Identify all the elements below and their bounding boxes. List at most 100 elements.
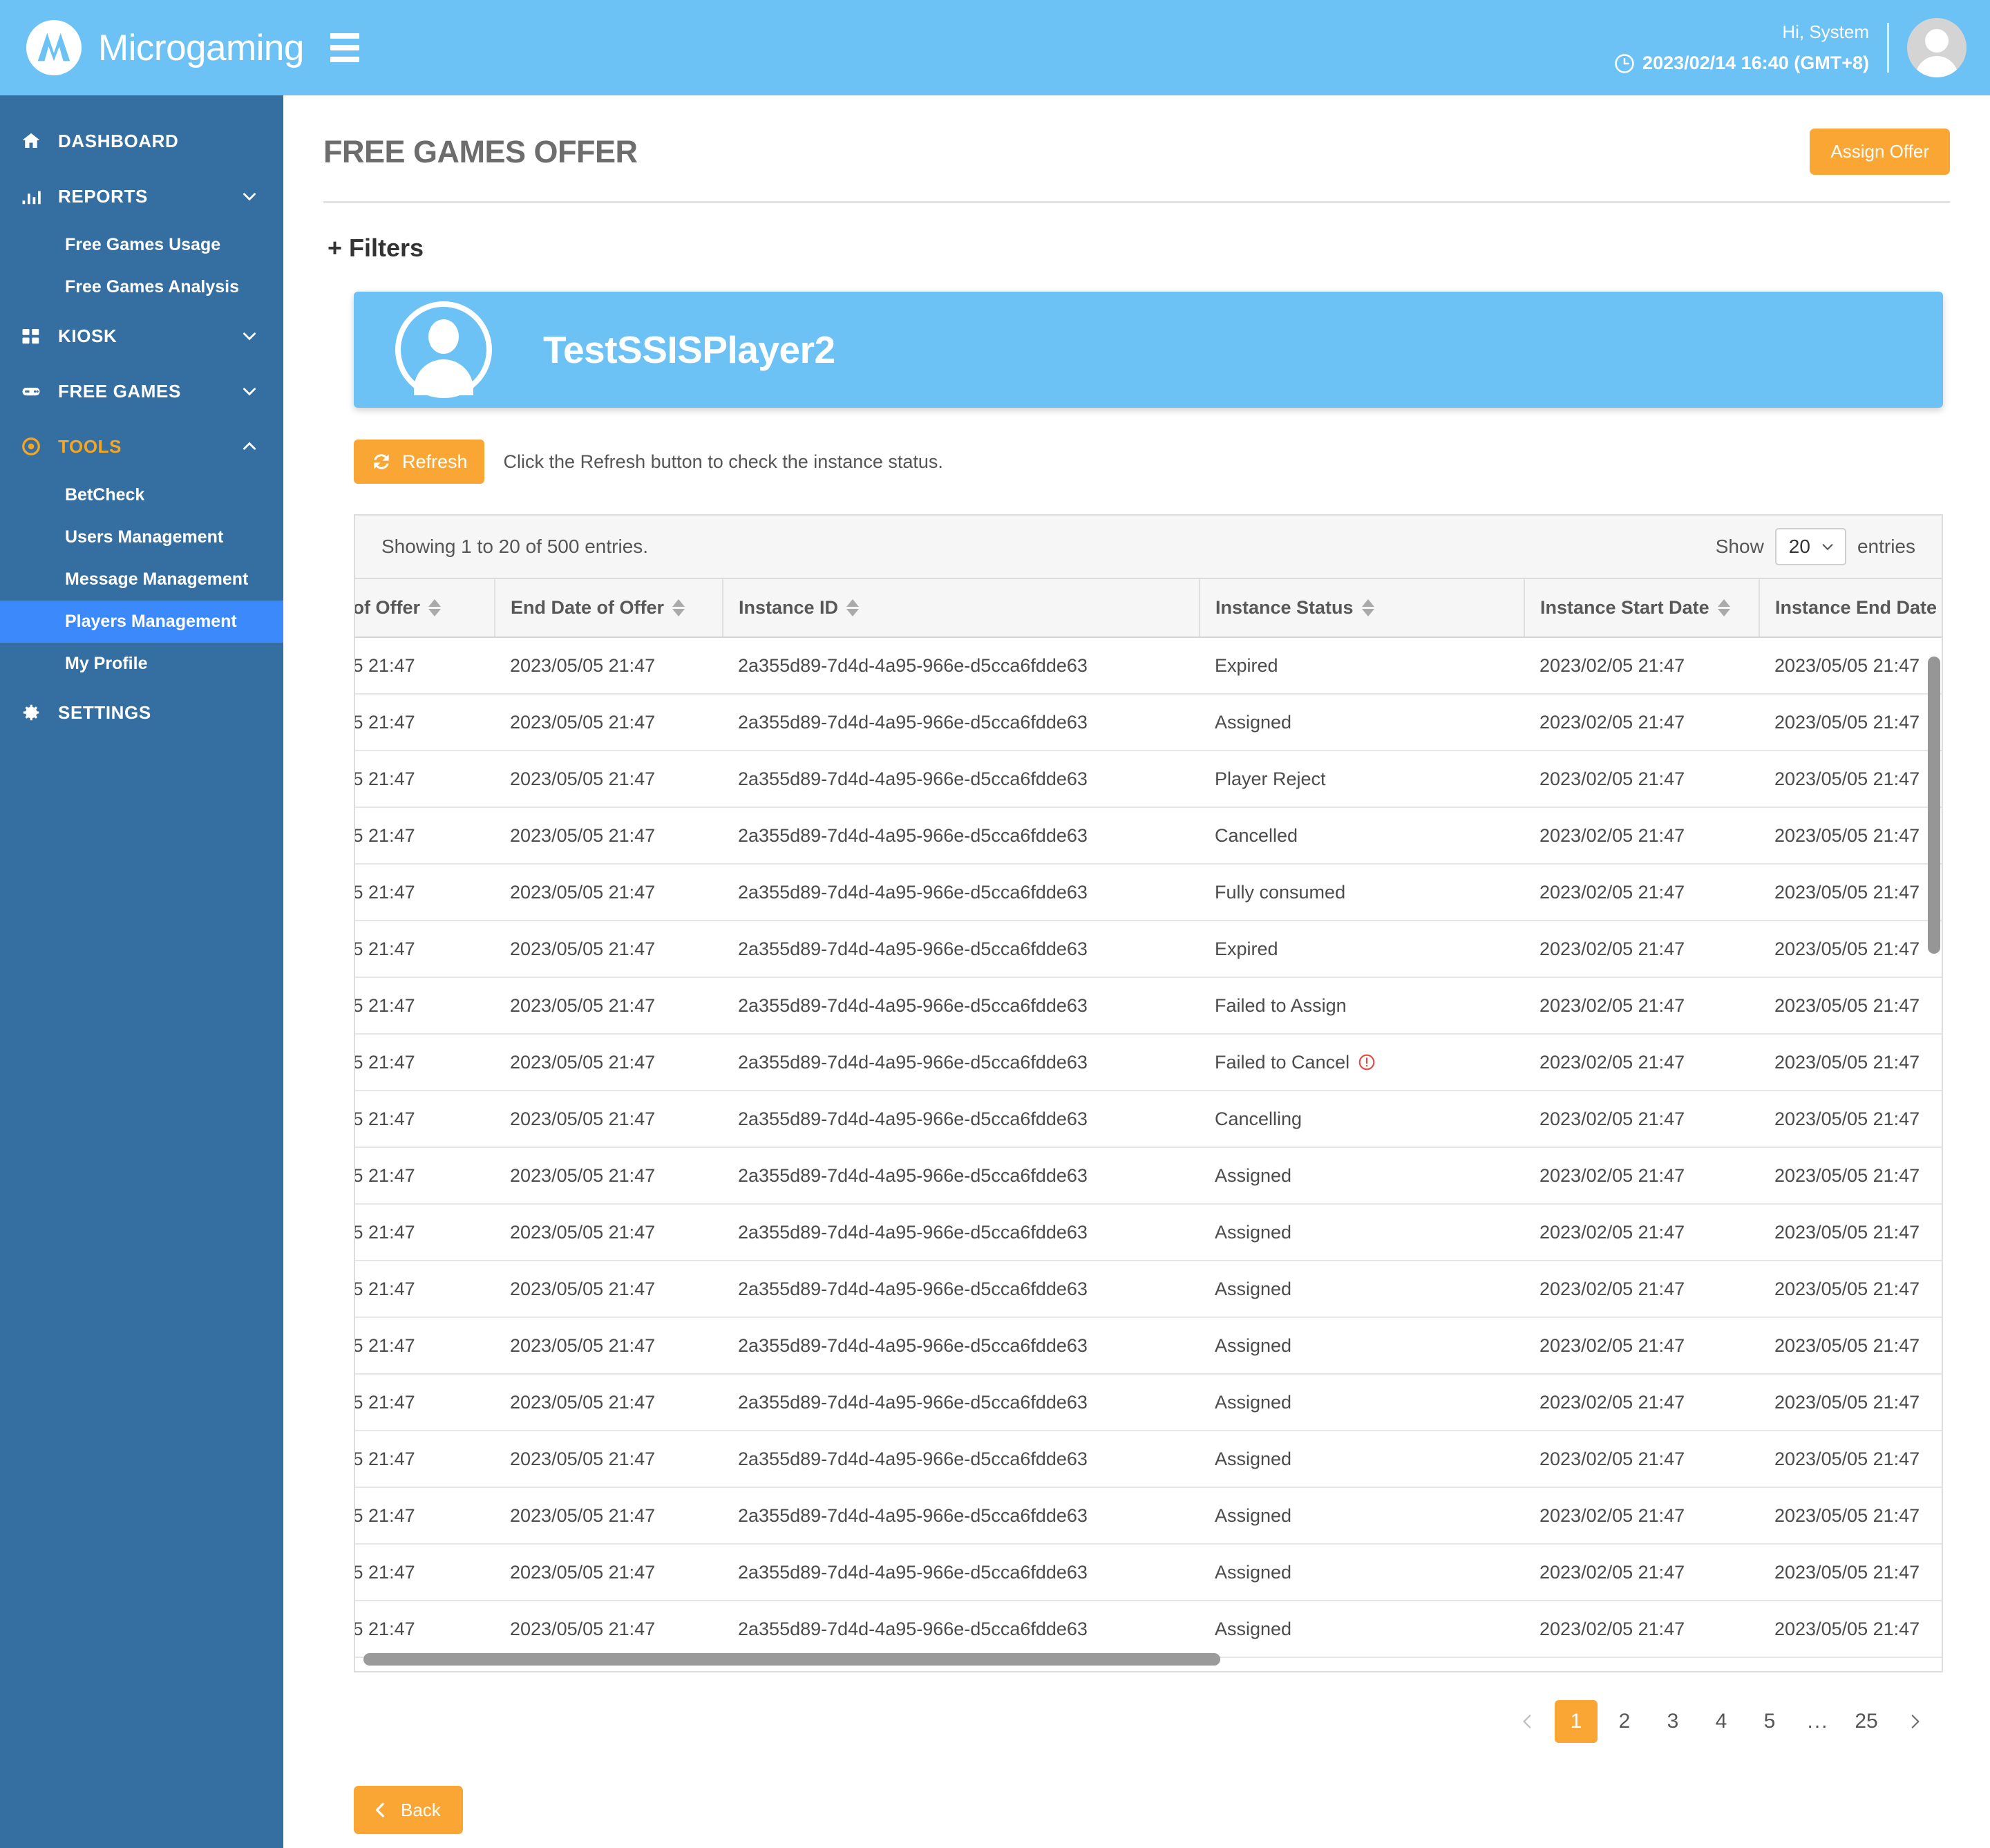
page-size-select[interactable]: 20 [1774, 528, 1846, 565]
chevron-up-icon[interactable] [240, 437, 258, 455]
cell-start-date-of-offer: /05 21:47 [355, 637, 495, 695]
hamburger-icon[interactable] [330, 33, 359, 62]
scrollbar-thumb[interactable] [1928, 657, 1940, 954]
sidebar-item-tools[interactable]: TOOLS [0, 419, 283, 474]
status-text: Assigned [1215, 711, 1292, 733]
cell-instance-start-date: 2023/02/05 21:47 [1524, 1601, 1759, 1658]
column-header-instance-status[interactable]: Instance Status [1200, 579, 1525, 638]
back-label: Back [401, 1799, 441, 1820]
cell-instance-status: Player Reject [1200, 751, 1524, 808]
gear-icon [21, 702, 58, 723]
table-vertical-scrollbar[interactable] [1928, 644, 1940, 1671]
table-scroll-area[interactable]: e of Offer End Date of Offer Instance ID… [355, 579, 1942, 1671]
avatar[interactable] [1907, 18, 1967, 77]
warning-icon[interactable] [1358, 1053, 1376, 1071]
home-icon [21, 131, 58, 151]
brand[interactable]: Microgaming [0, 20, 304, 75]
column-header-end-date-of-offer[interactable]: End Date of Offer [495, 579, 723, 638]
sort-icon[interactable] [672, 599, 685, 616]
offers-table-panel: Showing 1 to 20 of 500 entries. Show 20 … [354, 514, 1943, 1672]
sidebar-item-message-management[interactable]: Message Management [0, 558, 283, 601]
col-label: Instance ID [739, 597, 839, 618]
cell-instance-end-date: 2023/05/05 21:47 [1759, 1204, 1942, 1261]
sort-icon[interactable] [1717, 599, 1730, 616]
cell-instance-end-date: 2023/05/05 21:47 [1759, 1431, 1942, 1488]
sidebar-item-free-games-usage[interactable]: Free Games Usage [0, 224, 283, 266]
cell-instance-start-date: 2023/02/05 21:47 [1524, 637, 1759, 695]
cell-instance-start-date: 2023/02/05 21:47 [1524, 694, 1759, 751]
cell-instance-end-date: 2023/05/05 21:47 [1759, 1147, 1942, 1205]
player-name: TestSSISPlayer2 [543, 328, 835, 371]
sort-icon[interactable] [1361, 599, 1374, 616]
sidebar-item-reports[interactable]: REPORTS [0, 169, 283, 224]
assign-offer-button[interactable]: Assign Offer [1810, 129, 1950, 175]
chevron-down-icon[interactable] [240, 187, 258, 205]
sidebar-item-betcheck[interactable]: BetCheck [0, 474, 283, 516]
refresh-button[interactable]: Refresh [354, 440, 484, 484]
cell-instance-end-date: 2023/05/05 21:47 [1759, 921, 1942, 978]
greeting-label: Hi, System [1782, 21, 1869, 42]
scrollbar-thumb[interactable] [363, 1653, 1220, 1666]
cell-start-date-of-offer: /05 21:47 [355, 1317, 495, 1375]
cell-instance-end-date: 2023/05/05 21:47 [1759, 864, 1942, 921]
column-header-instance-id[interactable]: Instance ID [723, 579, 1200, 638]
pagination-prev[interactable] [1506, 1700, 1549, 1743]
pagination-page-1[interactable]: 1 [1555, 1700, 1598, 1743]
sidebar-item-dashboard[interactable]: DASHBOARD [0, 113, 283, 169]
cell-instance-id: 2a355d89-7d4d-4a95-966e-d5cca6fdde63 [723, 1374, 1200, 1431]
cell-instance-id: 2a355d89-7d4d-4a95-966e-d5cca6fdde63 [723, 1317, 1200, 1375]
top-header: Microgaming Hi, System 2023/02/14 16:40 … [0, 0, 1990, 95]
gamepad-icon [21, 381, 58, 402]
chevron-down-icon[interactable] [240, 382, 258, 400]
cell-instance-id: 2a355d89-7d4d-4a95-966e-d5cca6fdde63 [723, 807, 1200, 865]
status-text: Player Reject [1215, 768, 1326, 789]
sidebar-item-my-profile[interactable]: My Profile [0, 643, 283, 685]
sidebar-item-kiosk[interactable]: KIOSK [0, 308, 283, 364]
pagination-next[interactable] [1893, 1700, 1936, 1743]
pagination-page-5[interactable]: 5 [1763, 1710, 1776, 1733]
sort-icon[interactable] [428, 599, 442, 616]
status-text: Cancelling [1215, 1108, 1302, 1129]
cell-instance-end-date: 2023/05/05 21:47 [1759, 1544, 1942, 1601]
sidebar-item-free-games[interactable]: FREE GAMES [0, 364, 283, 419]
bar-chart-icon [21, 186, 58, 207]
filters-toggle[interactable]: + Filters [328, 234, 424, 262]
cell-instance-end-date: 2023/05/05 21:47 [1759, 751, 1942, 808]
cell-instance-start-date: 2023/02/05 21:47 [1524, 1204, 1759, 1261]
cell-instance-end-date: 2023/05/05 21:47 [1759, 1601, 1942, 1658]
cell-end-date-of-offer: 2023/05/05 21:47 [495, 1544, 723, 1601]
cell-instance-start-date: 2023/02/05 21:47 [1524, 864, 1759, 921]
column-header-instance-end-date[interactable]: Instance End Date [1759, 579, 1942, 638]
column-header-instance-start-date[interactable]: Instance Start Date [1524, 579, 1760, 638]
cell-end-date-of-offer: 2023/05/05 21:47 [495, 1204, 723, 1261]
cell-instance-id: 2a355d89-7d4d-4a95-966e-d5cca6fdde63 [723, 694, 1200, 751]
user-area: Hi, System 2023/02/14 16:40 (GMT+8) [1614, 0, 1990, 95]
sidebar-item-settings[interactable]: SETTINGS [0, 685, 283, 740]
cell-instance-id: 2a355d89-7d4d-4a95-966e-d5cca6fdde63 [723, 1147, 1200, 1205]
cell-instance-status: Assigned [1200, 1317, 1524, 1375]
cell-start-date-of-offer: /05 21:47 [355, 694, 495, 751]
sidebar-item-players-management[interactable]: Players Management [0, 601, 283, 643]
back-button[interactable]: Back [354, 1786, 463, 1834]
back-row: Back [354, 1786, 1950, 1834]
pagination-page-2[interactable]: 2 [1618, 1710, 1631, 1733]
sidebar-item-free-games-analysis[interactable]: Free Games Analysis [0, 266, 283, 308]
cell-end-date-of-offer: 2023/05/05 21:47 [495, 1487, 723, 1545]
column-header-start-date-of-offer[interactable]: e of Offer [355, 579, 495, 638]
sidebar-item-users-management[interactable]: Users Management [0, 516, 283, 558]
chevron-down-icon[interactable] [240, 327, 258, 345]
pagination-page-25[interactable]: 25 [1855, 1710, 1878, 1733]
sort-icon[interactable] [846, 599, 860, 616]
status-text: Fully consumed [1215, 881, 1346, 903]
pagination-page-3[interactable]: 3 [1667, 1710, 1679, 1733]
status-text: Assigned [1215, 1391, 1292, 1413]
table-horizontal-scrollbar[interactable] [363, 1653, 1942, 1666]
pagination-page-4[interactable]: 4 [1715, 1710, 1727, 1733]
